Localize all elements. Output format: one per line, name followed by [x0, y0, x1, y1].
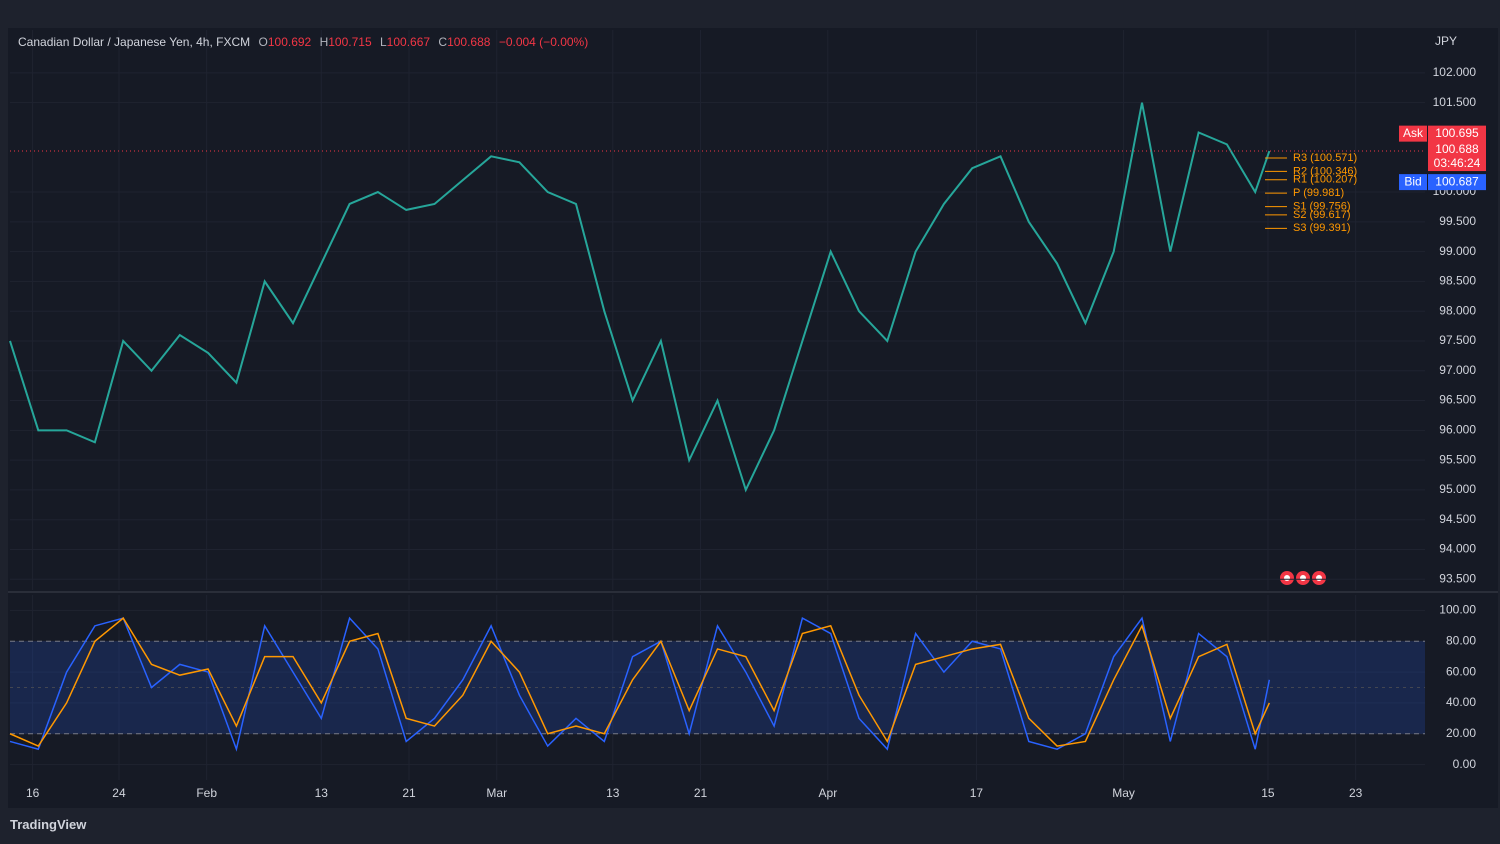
y-tick-label: 99.500: [1439, 214, 1476, 228]
countdown: 03:46:24: [1434, 156, 1481, 170]
bid-box: [1428, 174, 1486, 191]
pivot-label: S1 (99.756): [1293, 200, 1350, 212]
y-tick-label: 20.00: [1446, 726, 1476, 740]
bid-label: Bid: [1404, 174, 1421, 188]
ohlc-key: H: [319, 35, 329, 49]
series-line: [9, 616, 1271, 752]
last-price: 100.688: [1435, 142, 1479, 156]
y-tick-label: 94.500: [1439, 512, 1476, 526]
y-tick-label: 102.000: [1433, 65, 1477, 79]
axis-unit: JPY: [1435, 34, 1457, 48]
x-tick-label: 13: [315, 786, 329, 800]
y-tick-label: 96.500: [1439, 393, 1476, 407]
ohlc-key: L: [379, 35, 387, 49]
ask-box: [1428, 125, 1486, 142]
x-tick-label: Apr: [819, 786, 838, 800]
y-tick-label: 97.000: [1439, 363, 1476, 377]
pivot-label: R3 (100.571): [1293, 152, 1357, 164]
y-tick-label: 99.000: [1439, 244, 1476, 258]
y-tick-label: 98.000: [1439, 303, 1476, 317]
ask-tag: [1399, 125, 1427, 142]
pivot-label: S2 (99.617): [1293, 209, 1350, 221]
x-tick-label: 13: [606, 786, 620, 800]
x-tick-label: May: [1112, 786, 1135, 800]
x-tick-label: Feb: [196, 786, 217, 800]
x-tick-label: 21: [694, 786, 708, 800]
pivot-label: S3 (99.391): [1293, 222, 1350, 234]
y-tick-label: 60.00: [1446, 664, 1476, 678]
x-tick-label: 23: [1349, 786, 1363, 800]
ohlc-value: 100.667: [386, 35, 431, 49]
brand: TradingView: [10, 817, 87, 832]
bid-tag: [1399, 174, 1427, 191]
ohlc-key: C: [438, 35, 448, 49]
ohlc-value: 100.715: [328, 35, 372, 49]
bid-value: 100.687: [1435, 174, 1479, 188]
pivot-label: P (99.981): [1293, 187, 1344, 199]
x-tick-label: Mar: [486, 786, 507, 800]
pivot-label: R1 (100.207): [1293, 174, 1357, 186]
y-tick-label: 40.00: [1446, 695, 1476, 709]
pivot-label: R2 (100.346): [1293, 165, 1357, 177]
y-tick-label: 95.500: [1439, 452, 1476, 466]
x-tick-label: 21: [402, 786, 416, 800]
change: −0.004 (−0.00%): [498, 35, 589, 49]
y-tick-label: 80.00: [1446, 633, 1476, 647]
y-tick-label: 93.500: [1439, 571, 1476, 585]
symbol: Canadian Dollar / Japanese Yen, 4h, FXCM: [18, 35, 251, 49]
last-price-box: [1428, 141, 1486, 172]
y-tick-label: 97.500: [1439, 333, 1476, 347]
ohlc-value: 100.688: [447, 35, 491, 49]
indicator-icons: [1280, 571, 1326, 585]
x-tick-label: 15: [1261, 786, 1275, 800]
ohlc-key: O: [258, 35, 268, 49]
legend-header: Canadian Dollar / Japanese Yen, 4h, FXCM…: [18, 35, 588, 49]
ask-value: 100.695: [1435, 126, 1479, 140]
ohlc-value: 100.692: [267, 35, 312, 49]
y-tick-label: 96.000: [1439, 423, 1476, 437]
series-line: [9, 617, 1271, 748]
ask-label: Ask: [1403, 126, 1424, 140]
x-tick-label: 16: [26, 786, 40, 800]
y-tick-label: 101.500: [1433, 95, 1477, 109]
y-tick-label: 100.00: [1439, 603, 1476, 617]
x-tick-label: 17: [970, 786, 984, 800]
y-tick-label: 95.000: [1439, 482, 1476, 496]
y-tick-label: 98.500: [1439, 274, 1476, 288]
x-tick-label: 24: [112, 786, 126, 800]
series-line: [9, 102, 1271, 493]
y-tick-label: 94.000: [1439, 542, 1476, 556]
y-tick-label: 0.00: [1453, 757, 1477, 771]
